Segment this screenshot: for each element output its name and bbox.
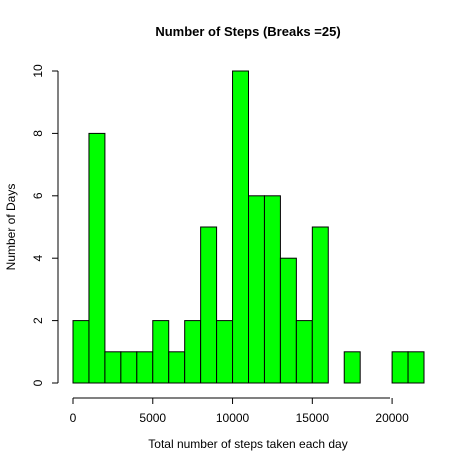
- histogram-bar: [295, 320, 313, 384]
- y-tick-label: 10: [31, 64, 45, 78]
- histogram-bar: [248, 195, 265, 384]
- x-tick-label: 0: [70, 411, 77, 425]
- histogram-bar: [311, 226, 329, 384]
- histogram-bar: [200, 226, 218, 384]
- chart-title: Number of Steps (Breaks =25): [155, 24, 340, 39]
- x-axis: 0 5000 10000 15000 20000: [70, 397, 409, 425]
- histogram-bar: [72, 320, 90, 384]
- y-axis: 0 2 4 6 8 10: [31, 64, 59, 386]
- histogram-bar: [391, 351, 409, 384]
- x-tick-label: 10000: [216, 411, 250, 425]
- histogram-bar: [279, 257, 297, 384]
- y-tick-label: 6: [31, 192, 45, 199]
- histogram-bar: [184, 320, 202, 384]
- x-tick-label: 15000: [296, 411, 330, 425]
- y-axis-label: Number of Days: [4, 184, 18, 271]
- histogram-bar: [104, 351, 122, 384]
- histogram-bar: [120, 351, 138, 384]
- x-tick-label: 5000: [139, 411, 166, 425]
- y-tick-label: 8: [31, 130, 45, 137]
- y-tick-label: 2: [31, 317, 45, 324]
- x-axis-label: Total number of steps taken each day: [148, 437, 347, 451]
- y-tick-label: 4: [31, 255, 45, 262]
- histogram-bar: [216, 320, 234, 384]
- histogram-bars: [72, 70, 425, 384]
- histogram-bar: [168, 351, 186, 384]
- histogram-bar: [407, 351, 425, 384]
- histogram-bar: [263, 195, 281, 384]
- histogram-bar: [152, 320, 170, 384]
- x-tick-label: 20000: [375, 411, 409, 425]
- histogram-bar: [88, 132, 106, 384]
- y-tick-label: 0: [31, 379, 45, 386]
- histogram-bar: [343, 351, 361, 384]
- histogram-bar: [232, 70, 250, 384]
- histogram-bar: [136, 351, 154, 384]
